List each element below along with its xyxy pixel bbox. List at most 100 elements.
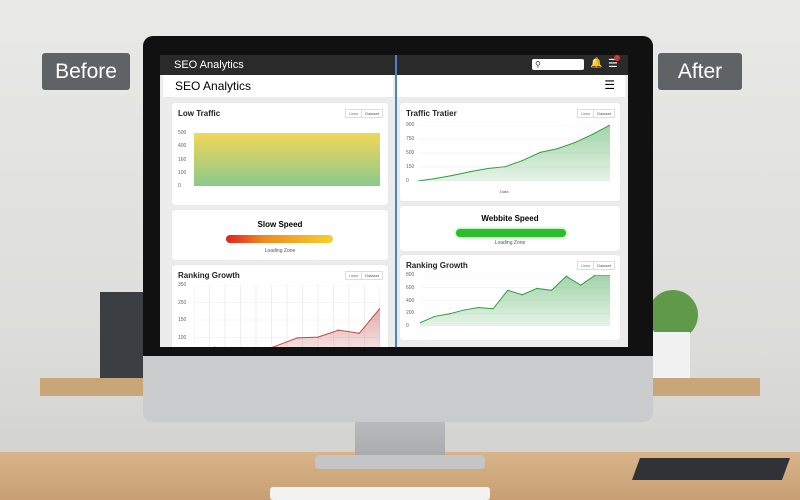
chart-toggle[interactable]: Lines Dataset	[344, 271, 383, 280]
data-point	[536, 287, 538, 289]
menu-icon[interactable]: ☰	[608, 58, 618, 70]
top-bar: SEO Analytics ⚲ 🔔 ☰	[160, 55, 628, 75]
data-point	[379, 307, 380, 309]
app-title: SEO Analytics	[174, 59, 244, 71]
card-title: Traffic Tratier	[406, 109, 457, 118]
after-traffic-card: Traffic Tratier Lines Dataset Data 900 750…	[400, 103, 620, 201]
speed-bar	[226, 235, 333, 243]
data-point	[469, 171, 471, 173]
before-after-divider[interactable]	[395, 55, 397, 347]
before-traffic-card: Low Traffic Lines Dataset 500 400 160 100 0	[172, 103, 388, 205]
toggle-dataset[interactable]: Dataset	[365, 111, 379, 116]
speed-title: Slow Speed	[257, 220, 303, 229]
data-point	[507, 289, 509, 291]
monitor-foot	[315, 455, 485, 469]
data-point	[420, 322, 421, 324]
data-point	[296, 337, 298, 339]
series-area	[273, 308, 380, 347]
chart-plot	[194, 133, 380, 186]
toggle-dataset[interactable]: Dataset	[597, 111, 611, 116]
data-point	[580, 284, 582, 286]
data-point	[522, 159, 524, 162]
binder	[100, 292, 145, 378]
series-area	[194, 133, 380, 186]
y-tick-label: 800	[406, 272, 415, 278]
series-area	[418, 125, 610, 181]
chart-toggle[interactable]: Lines Dataset	[576, 109, 615, 118]
notebook	[631, 458, 791, 480]
y-tick-label: 0	[406, 178, 409, 184]
data-point	[574, 141, 576, 144]
speed-title: Webbite Speed	[481, 214, 539, 223]
y-tick-label: 350	[178, 282, 187, 288]
y-tick-label: 150	[406, 164, 415, 170]
search-input[interactable]: ⚲	[532, 59, 584, 70]
speed-subtitle: Loading Zone	[264, 248, 296, 254]
speed-bar	[456, 229, 566, 237]
y-tick-label: 150	[178, 317, 187, 323]
data-point	[492, 308, 494, 310]
data-point	[463, 309, 465, 311]
plant-pot	[652, 332, 690, 378]
data-point	[539, 151, 541, 153]
data-point	[477, 306, 480, 309]
data-point	[452, 174, 454, 176]
y-tick-label: 100	[178, 334, 187, 341]
series-line	[213, 308, 380, 347]
chart-toggle[interactable]: Lines Dataset	[344, 109, 383, 118]
y-tick-label: 400	[178, 143, 187, 150]
data-point	[358, 332, 360, 334]
card-title: Ranking Growth	[178, 271, 240, 280]
chart-plot	[420, 275, 610, 326]
chart-plot	[418, 125, 610, 181]
data-point	[418, 180, 419, 181]
search-icon: ⚲	[535, 60, 541, 69]
chart-legend: Data	[500, 189, 509, 194]
data-point	[557, 148, 559, 150]
toggle-lines[interactable]: Lines	[578, 110, 595, 117]
data-point	[434, 177, 437, 180]
data-point	[550, 289, 553, 291]
toggle-lines[interactable]: Lines	[346, 272, 363, 279]
speed-subtitle: Loading Zone	[494, 240, 526, 246]
y-tick-label: 0	[178, 183, 181, 189]
y-tick-label: 250	[178, 299, 187, 306]
data-point	[565, 275, 567, 277]
notification-badge	[614, 55, 620, 61]
keyboard	[270, 487, 490, 500]
page-title: SEO Analytics	[163, 75, 393, 97]
y-tick-label: 500	[178, 130, 187, 136]
data-point	[434, 315, 436, 318]
data-point	[504, 166, 506, 168]
y-tick-label: 100	[178, 169, 187, 176]
screen: SEO Analytics ⚲ 🔔 ☰ SEO Analytics ☰ Low …	[160, 55, 628, 347]
y-tick-label: 600	[406, 284, 415, 291]
before-label: Before	[42, 53, 130, 90]
bell-icon[interactable]: 🔔	[590, 58, 603, 69]
data-point	[609, 275, 610, 276]
series-area	[420, 275, 610, 326]
data-point	[317, 336, 319, 338]
y-tick-label: 0	[406, 323, 409, 329]
toggle-dataset[interactable]: Dataset	[597, 263, 611, 268]
toggle-lines[interactable]: Lines	[578, 262, 595, 269]
toggle-dataset[interactable]: Dataset	[365, 273, 379, 278]
after-label: After	[658, 53, 742, 90]
monitor-stand	[355, 420, 445, 460]
data-point	[521, 294, 523, 296]
data-point	[609, 125, 610, 126]
toggle-lines[interactable]: Lines	[346, 110, 363, 117]
data-point	[594, 275, 596, 276]
series-line	[418, 125, 610, 181]
data-point	[448, 313, 450, 315]
series-line	[420, 275, 610, 324]
hamburger-icon[interactable]: ☰	[604, 78, 615, 92]
plant	[648, 290, 698, 340]
chart-toggle[interactable]: Lines Dataset	[576, 261, 615, 270]
card-title: Low Traffic	[178, 109, 221, 118]
y-tick-label: 400	[406, 297, 415, 304]
after-ranking-card: Ranking Growth Lines Dataset 800 600 400 200…	[400, 255, 620, 340]
y-tick-label: 750	[406, 136, 415, 142]
data-point	[276, 345, 278, 347]
after-speed-card: Webbite Speed Loading Zone	[400, 206, 620, 251]
